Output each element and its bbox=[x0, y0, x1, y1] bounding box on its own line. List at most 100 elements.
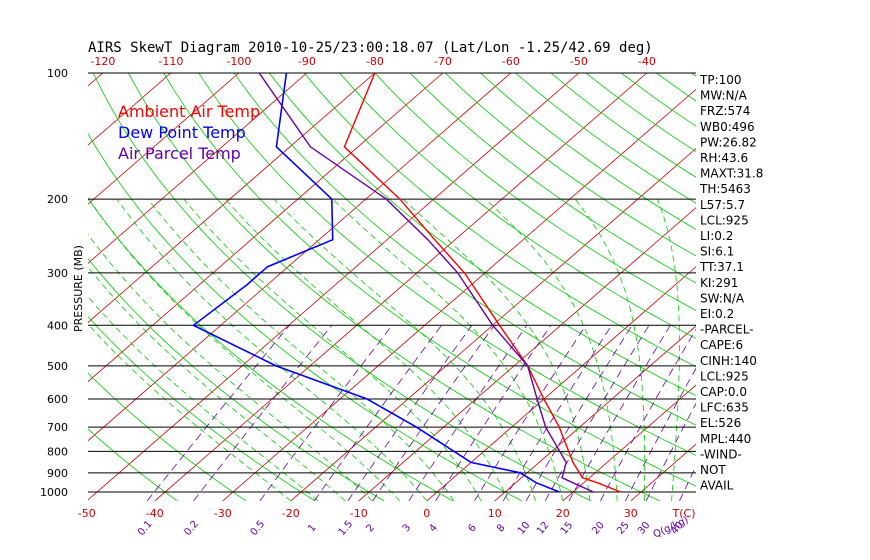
stability-index-item: LCL:925 bbox=[700, 213, 749, 227]
mixing-ratio-label: 0.2 bbox=[182, 519, 201, 538]
isotherm-line bbox=[88, 73, 172, 146]
stability-index-item: EI:0.2 bbox=[700, 307, 734, 321]
dry-adiabat-line bbox=[409, 73, 696, 284]
mixing-ratio-label: 8 bbox=[495, 522, 508, 534]
mixing-ratio-line bbox=[600, 328, 696, 502]
isotherm-line bbox=[0, 73, 35, 501]
bottom-temp-tick-label: -50 bbox=[78, 507, 96, 520]
isotherm-line bbox=[88, 73, 444, 383]
dry-adiabat-line bbox=[88, 197, 454, 502]
pressure-tick-label: 900 bbox=[47, 467, 68, 480]
moist-adiabat-line bbox=[273, 198, 536, 502]
dry-adiabat-line bbox=[762, 73, 870, 501]
dry-adiabat-line bbox=[88, 132, 522, 502]
mixing-ratio-label: 1 bbox=[306, 522, 319, 534]
stability-index-item: AVAIL bbox=[700, 479, 734, 493]
isobars bbox=[88, 72, 696, 493]
stability-index-item: NOT bbox=[700, 463, 726, 477]
moist-adiabat-line bbox=[657, 198, 680, 501]
pressure-tick-label: 300 bbox=[47, 267, 68, 280]
isotherm-line bbox=[88, 73, 512, 442]
isotherm-line bbox=[835, 73, 870, 501]
mixing-ratio-label: 30 bbox=[636, 520, 653, 537]
isotherm-line bbox=[290, 147, 696, 502]
moist-adiabat-line bbox=[183, 198, 482, 502]
mixing-ratio-line bbox=[525, 325, 633, 502]
dry-adiabat-line bbox=[444, 73, 696, 257]
top-temp-tick-label: -50 bbox=[570, 55, 588, 68]
dry-adiabat-line bbox=[88, 316, 316, 502]
pressure-tick-label: 200 bbox=[47, 193, 68, 206]
dry-adiabat-line bbox=[339, 73, 696, 339]
legend: Ambient Air Temp Dew Point Temp Air Parc… bbox=[118, 102, 260, 163]
top-temp-tick-label: -80 bbox=[366, 55, 384, 68]
dry-adiabat-line bbox=[198, 73, 696, 456]
stability-index-item: MPL:440 bbox=[700, 432, 751, 446]
dry-adiabat-line bbox=[797, 73, 870, 501]
mixing-ratio-line bbox=[502, 325, 612, 502]
mixing-ratio-label: 1.5 bbox=[337, 519, 356, 538]
stability-index-item: KI:291 bbox=[700, 276, 738, 290]
legend-dew-point-temp: Dew Point Temp bbox=[118, 123, 246, 142]
isotherm-line bbox=[426, 266, 696, 502]
stability-index-item: MAXT:31.8 bbox=[700, 167, 763, 181]
moist-adiabat-line bbox=[225, 198, 509, 502]
pressure-tick-label: 600 bbox=[47, 393, 68, 406]
dry-adiabat-line bbox=[480, 73, 696, 230]
mixing-ratio-line bbox=[372, 325, 495, 502]
pressure-tick-label: 500 bbox=[47, 360, 68, 373]
dry-adiabat-line bbox=[374, 73, 696, 312]
dry-adiabat-line bbox=[88, 428, 178, 502]
mixing-ratio-label: 12 bbox=[535, 520, 552, 537]
mixing-ratio-label: 25 bbox=[615, 520, 632, 537]
moist-adiabat-line bbox=[332, 198, 564, 501]
dry-adiabat-line bbox=[233, 73, 696, 426]
bottom-temp-tick-label: -30 bbox=[214, 507, 232, 520]
mixing-ratio-line bbox=[313, 325, 442, 502]
legend-air-parcel-temp: Air Parcel Temp bbox=[118, 144, 241, 163]
pressure-tick-label: 400 bbox=[47, 319, 68, 332]
top-temp-tick-label: -90 bbox=[298, 55, 316, 68]
mixing-ratio-label: 3 bbox=[401, 522, 414, 534]
isotherm-line bbox=[494, 325, 696, 502]
bottom-temp-tick-label: -40 bbox=[146, 507, 164, 520]
isotherm-line bbox=[767, 73, 870, 501]
mixing-ratio-label: 15 bbox=[559, 520, 576, 537]
mixing-ratio-line bbox=[474, 325, 587, 502]
mixing-ratio-label: 0.5 bbox=[249, 519, 268, 538]
moist-adiabat-line bbox=[147, 198, 455, 502]
stability-index-item: SI:6.1 bbox=[700, 245, 734, 259]
y-axis-label: PRESSURE (MB) bbox=[72, 245, 85, 332]
mixing-ratio-line bbox=[193, 325, 333, 502]
mixing-ratio-line bbox=[625, 367, 696, 502]
ambient-air-temp-line bbox=[343, 73, 621, 493]
moist-adiabat-line bbox=[574, 198, 646, 501]
top-temp-tick-label: -110 bbox=[158, 55, 183, 68]
isotherm-line bbox=[88, 73, 308, 264]
stability-index-item: PW:26.82 bbox=[700, 135, 757, 149]
dry-adiabat-line bbox=[656, 73, 696, 102]
moist-adiabat-line bbox=[402, 198, 591, 501]
mixing-ratio-label: 0.1 bbox=[136, 519, 155, 538]
top-temp-tick-label: -120 bbox=[90, 55, 115, 68]
pressure-tick-label: 800 bbox=[47, 445, 68, 458]
mixing-ratio-label: 2 bbox=[365, 522, 378, 534]
stability-index-item: SW:N/A bbox=[700, 291, 745, 305]
isotherm-line bbox=[222, 88, 696, 502]
moist-adiabat-line bbox=[88, 323, 292, 502]
mixing-ratio-line bbox=[347, 325, 473, 502]
stability-index-item: RH:43.6 bbox=[700, 151, 748, 165]
top-temp-tick-label: -60 bbox=[502, 55, 520, 68]
dry-adiabat-line bbox=[92, 73, 591, 502]
stability-index-item: TH:5463 bbox=[699, 182, 751, 196]
bottom-axis-unit: T(C) bbox=[672, 507, 696, 520]
stability-index-item: -WIND- bbox=[700, 447, 742, 461]
mixing-ratio-line bbox=[146, 325, 290, 502]
isotherm-line bbox=[154, 73, 648, 502]
stability-index-item: MW:N/A bbox=[700, 89, 748, 103]
mixing-ratio-label: 10 bbox=[516, 520, 533, 537]
background-grid bbox=[0, 73, 870, 502]
dry-adiabat-line bbox=[88, 258, 385, 502]
